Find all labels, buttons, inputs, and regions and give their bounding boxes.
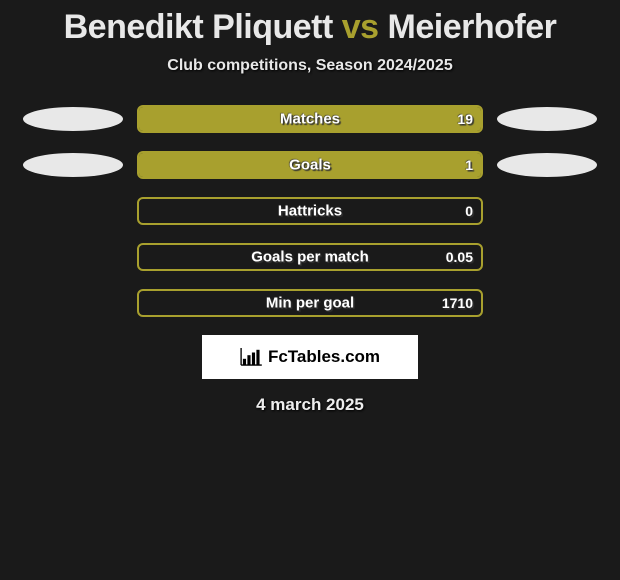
player1-name: Benedikt Pliquett [64, 8, 333, 46]
right-dot [497, 153, 597, 177]
stat-bar: Goals per match 0.05 [137, 243, 483, 271]
stat-value: 1 [465, 157, 473, 173]
right-dot [497, 107, 597, 131]
stat-row: Min per goal 1710 [0, 289, 620, 317]
date-text: 4 march 2025 [0, 395, 620, 415]
logo-box: FcTables.com [202, 335, 418, 379]
stat-bar: Matches 19 [137, 105, 483, 133]
comparison-title: Benedikt Pliquett vs Meierhofer [0, 0, 620, 47]
subtitle: Club competitions, Season 2024/2025 [0, 57, 620, 75]
stat-row: Matches 19 [0, 105, 620, 133]
stat-row: Goals per match 0.05 [0, 243, 620, 271]
stat-label: Goals per match [251, 249, 369, 266]
stat-value: 1710 [442, 295, 473, 311]
vs-word: vs [342, 8, 379, 46]
stat-bar: Hattricks 0 [137, 197, 483, 225]
stat-label: Hattricks [278, 203, 342, 220]
logo-text: FcTables.com [268, 347, 380, 367]
barchart-icon [240, 348, 262, 366]
left-dot [23, 107, 123, 131]
stat-row: Hattricks 0 [0, 197, 620, 225]
stat-label: Min per goal [266, 295, 354, 312]
stat-bar: Goals 1 [137, 151, 483, 179]
stat-label: Matches [280, 111, 340, 128]
stat-rows: Matches 19 Goals 1 Hattricks 0 Goals per match… [0, 105, 620, 317]
stat-value: 0.05 [446, 249, 473, 265]
player2-name: Meierhofer [388, 8, 557, 46]
stat-row: Goals 1 [0, 151, 620, 179]
left-dot [23, 153, 123, 177]
stat-label: Goals [289, 157, 331, 174]
stat-value: 19 [457, 111, 473, 127]
stat-bar: Min per goal 1710 [137, 289, 483, 317]
stat-value: 0 [465, 203, 473, 219]
